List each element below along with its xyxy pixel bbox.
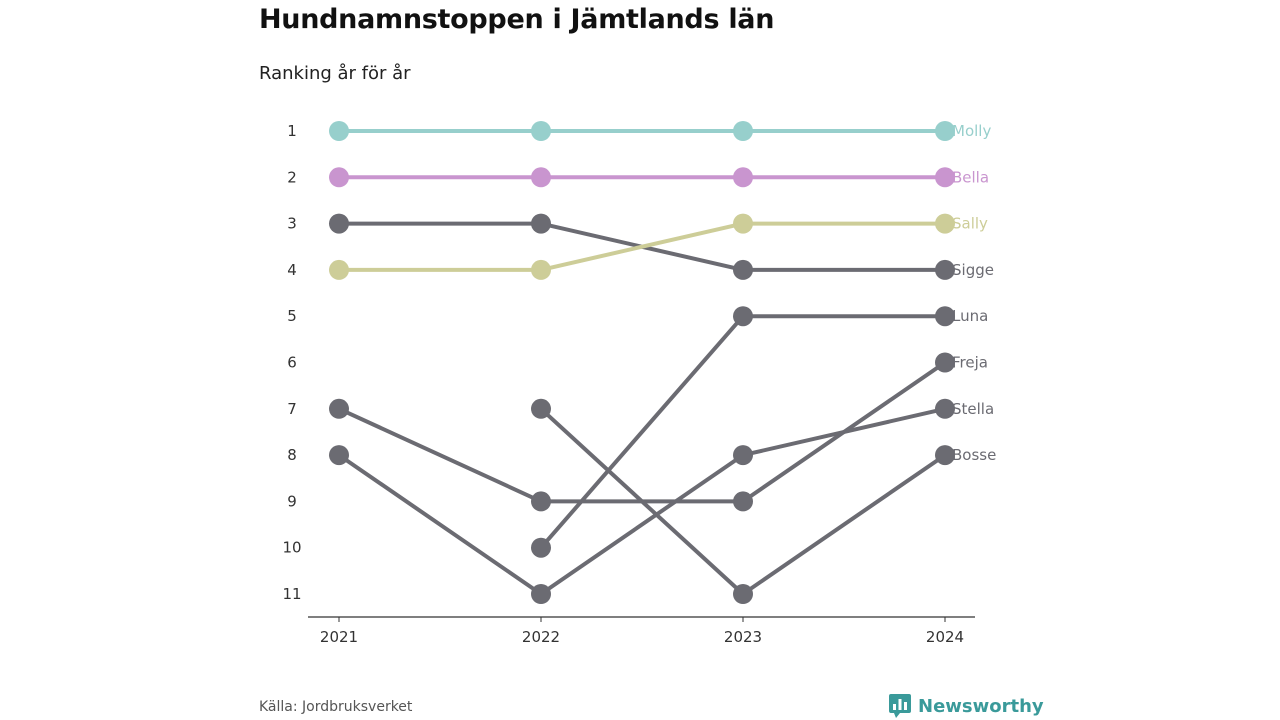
- series-label-sigge: Sigge: [952, 261, 994, 279]
- series-points: [329, 121, 955, 604]
- data-point-molly: [329, 121, 349, 141]
- y-tick-label: 4: [287, 261, 297, 279]
- data-point-freja: [329, 398, 349, 419]
- data-point-stella: [733, 445, 753, 466]
- series-label-bella: Bella: [952, 168, 989, 186]
- series-label-molly: Molly: [952, 122, 991, 140]
- series-line-stella: [337, 406, 946, 596]
- x-tick-label: 2024: [926, 628, 964, 646]
- data-point-sigge: [935, 259, 955, 280]
- series-label-bosse: Bosse: [952, 446, 996, 464]
- data-point-stella: [329, 445, 349, 466]
- data-point-stella: [935, 398, 955, 419]
- newsworthy-logo-icon: [889, 694, 911, 718]
- series-line-luna: [539, 314, 945, 550]
- x-tick-label: 2021: [320, 628, 358, 646]
- data-point-bosse: [531, 398, 551, 419]
- series-label-luna: Luna: [952, 307, 988, 325]
- brand-name: Newsworthy: [918, 695, 1044, 717]
- x-axis-ticks: 2021 2022 2023 2024: [320, 617, 964, 646]
- data-point-bella: [733, 167, 753, 188]
- source-note: Källa: Jordbruksverket: [259, 699, 413, 715]
- series-line-sally: [339, 221, 945, 272]
- y-tick-label: 9: [287, 492, 297, 510]
- y-tick-label: 5: [287, 307, 297, 325]
- y-tick-label: 11: [282, 585, 301, 603]
- y-tick-label: 3: [287, 215, 297, 233]
- y-tick-label: 6: [287, 354, 297, 372]
- data-point-luna: [531, 537, 551, 558]
- data-point-luna: [733, 306, 753, 327]
- chart-title: Hundnamnstoppen i Jämtlands län: [259, 4, 775, 35]
- brand-logo: Newsworthy: [888, 693, 1044, 719]
- x-tick-label: 2022: [522, 628, 560, 646]
- data-point-bosse: [733, 584, 753, 604]
- data-point-freja: [733, 491, 753, 512]
- x-tick-label: 2023: [724, 628, 762, 646]
- data-point-sally: [733, 213, 753, 234]
- data-point-sally: [329, 259, 349, 280]
- data-point-bella: [531, 167, 551, 188]
- data-point-bosse: [935, 445, 955, 466]
- series-label-stella: Stella: [952, 400, 994, 418]
- y-tick-label: 8: [287, 446, 297, 464]
- data-point-bella: [935, 167, 955, 188]
- data-point-freja: [935, 352, 955, 373]
- series-label-sally: Sally: [952, 215, 988, 233]
- data-point-molly: [531, 121, 551, 141]
- data-point-sigge: [329, 213, 349, 234]
- y-tick-label: 2: [287, 168, 297, 186]
- data-point-sally: [935, 213, 955, 234]
- y-axis-ticks: 1 2 3 4 5 6 7 8 9 10 11: [282, 122, 301, 603]
- data-point-sally: [531, 259, 551, 280]
- series-end-labels: Sigge Luna Freja Stella Bosse Molly Bella Sally: [952, 122, 996, 464]
- series-label-freja: Freja: [952, 354, 988, 372]
- data-point-sigge: [531, 213, 551, 234]
- data-point-molly: [733, 121, 753, 141]
- y-tick-label: 7: [287, 400, 297, 418]
- series-lines: [337, 129, 947, 596]
- data-point-freja: [531, 491, 551, 512]
- y-tick-label: 1: [287, 122, 297, 140]
- y-tick-label: 10: [282, 539, 301, 557]
- data-point-molly: [935, 121, 955, 141]
- data-point-bella: [329, 167, 349, 188]
- bump-chart: 1 2 3 4 5 6 7 8 9 10 11 2021 2022 2023 2024 Sigge Luna…: [282, 121, 996, 646]
- chart-subtitle: Ranking år för år: [259, 63, 411, 84]
- data-point-stella: [531, 584, 551, 604]
- data-point-sigge: [733, 259, 753, 280]
- data-point-luna: [935, 306, 955, 327]
